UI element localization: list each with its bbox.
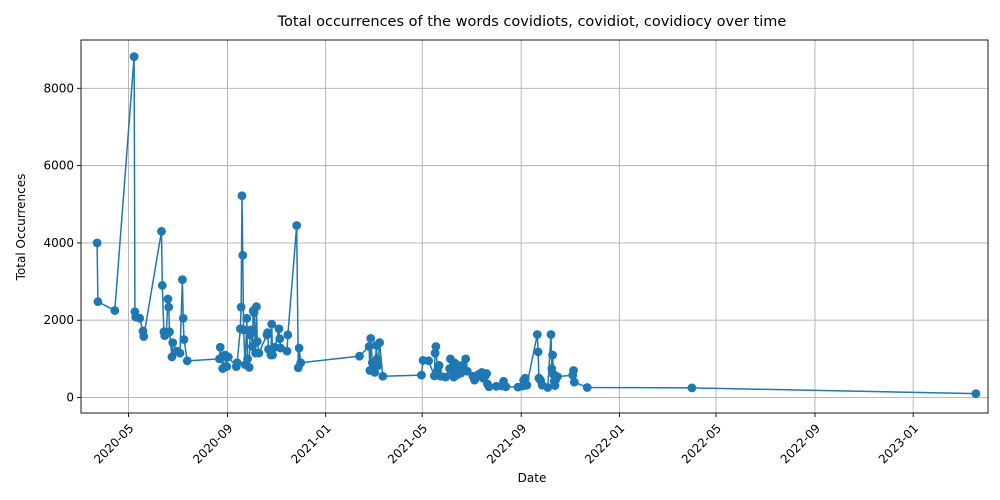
data-point [182, 356, 192, 366]
data-point [484, 382, 494, 392]
data-point [283, 330, 293, 340]
x-tick-label: 2021-09 [484, 421, 529, 466]
x-tick-label: 2020-05 [91, 421, 136, 466]
data-point [238, 250, 248, 260]
data-point [252, 302, 261, 312]
x-tick-label: 2020-09 [190, 421, 235, 466]
data-point [246, 325, 256, 335]
x-tick-label: 2023-01 [876, 421, 921, 466]
x-tick-label: 2022-01 [582, 421, 627, 466]
y-tick-label: 4000 [43, 236, 74, 250]
data-point [546, 330, 556, 339]
data-point [424, 356, 434, 366]
data-point [532, 330, 542, 339]
data-point [178, 313, 188, 323]
y-tick-label: 8000 [43, 81, 74, 95]
x-tick-label: 2022-05 [679, 421, 724, 466]
data-point [236, 302, 246, 312]
data-point [431, 342, 441, 351]
data-point [430, 348, 440, 358]
data-point [501, 382, 511, 392]
data-point [355, 351, 364, 361]
data-point [222, 362, 232, 372]
data-point [232, 358, 242, 368]
y-tick-label: 2000 [43, 313, 74, 327]
data-point [375, 338, 384, 348]
x-axis-label: Date [518, 471, 547, 485]
data-point [434, 361, 444, 370]
data-point [223, 352, 233, 362]
data-point [971, 389, 981, 399]
data-point [215, 342, 225, 352]
data-point [175, 348, 185, 358]
data-point [372, 354, 382, 364]
data-point [274, 324, 284, 334]
data-point [135, 313, 145, 323]
data-point [543, 383, 553, 392]
data-point [163, 294, 173, 304]
data-point [522, 380, 532, 390]
data-point [92, 238, 102, 248]
data-point [294, 343, 304, 353]
y-tick-label: 0 [66, 391, 74, 405]
data-point [157, 226, 166, 236]
series-layer [92, 52, 981, 399]
data-point [461, 354, 471, 364]
data-point [110, 306, 120, 315]
grid [81, 40, 988, 413]
data-point [366, 334, 376, 343]
data-point [179, 335, 189, 344]
data-point [296, 358, 306, 368]
data-point [582, 383, 592, 392]
data-point [553, 372, 562, 382]
data-point [93, 297, 103, 307]
data-point [462, 366, 472, 376]
data-point [263, 328, 273, 337]
data-point [687, 383, 697, 393]
data-point [167, 352, 177, 362]
data-point [569, 377, 579, 387]
data-point [378, 371, 388, 381]
data-point [157, 281, 167, 290]
data-point [237, 191, 247, 201]
data-point [417, 370, 426, 380]
data-point [254, 348, 264, 358]
data-point [275, 334, 285, 344]
data-point [139, 332, 149, 341]
data-point [364, 342, 374, 351]
data-point [165, 327, 174, 337]
data-point [482, 369, 492, 378]
data-point [168, 338, 178, 348]
data-point [252, 337, 262, 346]
data-point [282, 346, 292, 356]
data-point [267, 319, 277, 329]
plot-frame [80, 39, 989, 414]
data-point [569, 366, 578, 375]
data-point [268, 350, 277, 360]
data-point [292, 221, 302, 230]
x-tick-label: 2021-01 [288, 421, 333, 466]
data-point [239, 325, 248, 335]
data-point [520, 373, 530, 383]
data-point [164, 302, 174, 312]
y-axis-label: Total Occurrences [14, 174, 28, 282]
y-tick-label: 6000 [43, 159, 74, 173]
data-point [242, 313, 252, 323]
data-point [373, 361, 383, 370]
chart-title: Total occurrences of the words covidiots… [277, 14, 787, 30]
data-point [370, 368, 380, 377]
x-tick-label: 2021-05 [385, 421, 430, 466]
series-line [96, 55, 976, 395]
data-point [244, 362, 254, 372]
data-point [129, 52, 139, 62]
data-point [178, 275, 187, 285]
data-point [533, 347, 543, 357]
x-tick-label: 2022-09 [778, 421, 823, 466]
axes: 0 2000 4000 6000 8000 2020-05 2020-09 2021-01 20… [43, 39, 989, 467]
data-point [441, 372, 450, 382]
data-point [243, 354, 252, 364]
data-point [548, 350, 558, 360]
